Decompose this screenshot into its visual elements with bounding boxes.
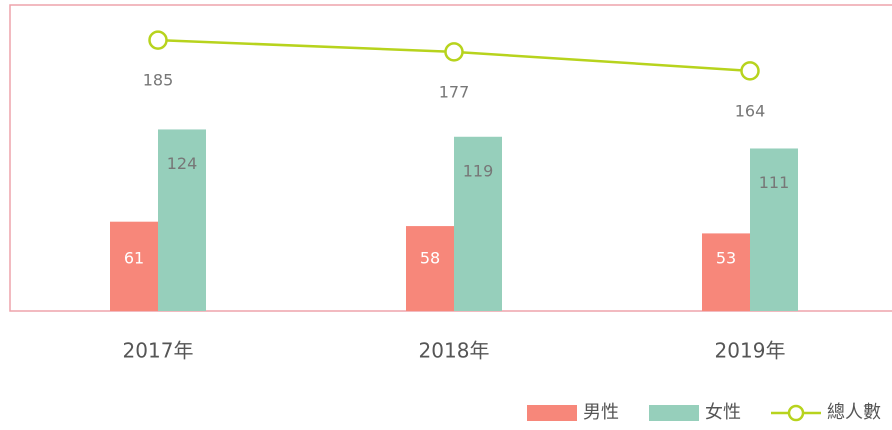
data-label: 177 — [439, 82, 470, 101]
bar — [110, 221, 158, 311]
data-label: 111 — [759, 173, 790, 192]
bar — [750, 148, 798, 311]
line-marker — [444, 42, 464, 62]
x-tick-label: 2019年 — [715, 339, 786, 363]
legend-marker — [787, 404, 805, 422]
legend-label: 男性 — [583, 402, 619, 423]
x-tick-label: 2018年 — [419, 339, 490, 363]
legend-swatch — [649, 405, 699, 421]
data-label: 61 — [124, 249, 144, 268]
bar — [702, 233, 750, 311]
data-label: 119 — [463, 161, 494, 180]
data-label: 124 — [167, 154, 198, 173]
legend-label: 女性 — [705, 402, 741, 423]
bar — [406, 226, 454, 311]
legend-swatch — [527, 405, 577, 421]
data-label: 185 — [143, 71, 174, 90]
bar — [454, 136, 502, 311]
data-label: 164 — [735, 101, 766, 120]
line-marker — [740, 61, 760, 81]
legend-label: 總人數 — [827, 402, 881, 423]
data-label: 53 — [716, 249, 736, 268]
x-tick-label: 2017年 — [123, 339, 194, 363]
line-marker — [148, 30, 168, 50]
bar — [158, 129, 206, 311]
data-label: 58 — [420, 249, 440, 268]
